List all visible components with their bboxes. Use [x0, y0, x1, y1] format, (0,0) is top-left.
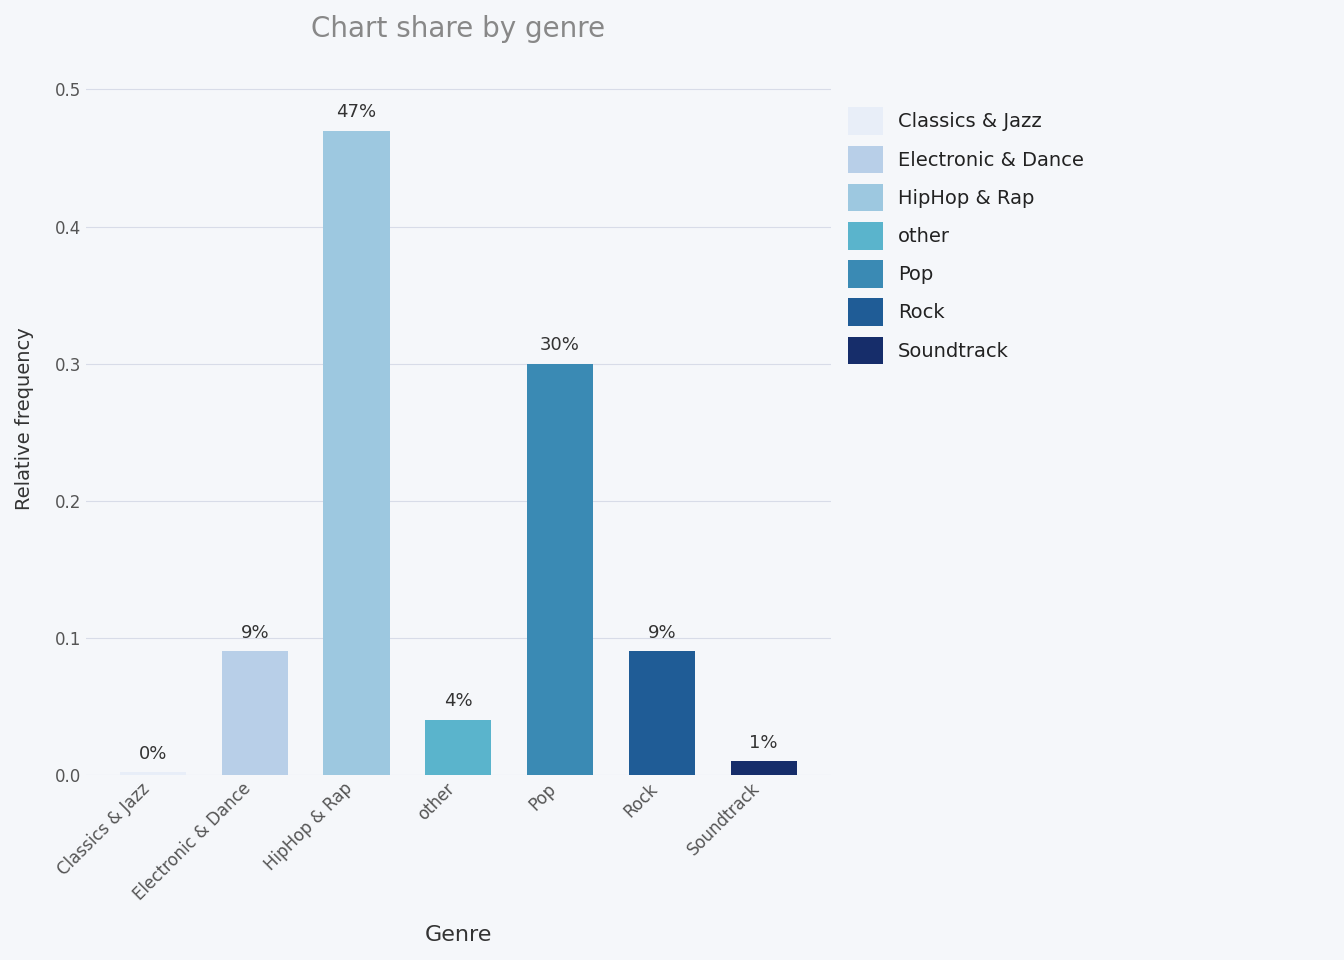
Bar	[324, 131, 390, 775]
Y-axis label: Relative frequency: Relative frequency	[15, 327, 34, 510]
Bar	[527, 364, 593, 775]
Text: 47%: 47%	[336, 103, 376, 121]
Text: 30%: 30%	[540, 336, 581, 354]
Title: Chart share by genre: Chart share by genre	[312, 15, 605, 43]
Bar	[222, 652, 288, 775]
Bar	[120, 772, 185, 775]
Text: 9%: 9%	[648, 624, 676, 642]
Bar	[731, 761, 797, 775]
X-axis label: Genre: Genre	[425, 925, 492, 945]
Bar	[425, 720, 492, 775]
Text: 9%: 9%	[241, 624, 269, 642]
Text: 4%: 4%	[444, 692, 473, 710]
Bar	[629, 652, 695, 775]
Text: 1%: 1%	[750, 733, 778, 752]
Legend: Classics & Jazz, Electronic & Dance, HipHop & Rap, other, Pop, Rock, Soundtrack: Classics & Jazz, Electronic & Dance, Hip…	[848, 108, 1085, 364]
Text: 0%: 0%	[138, 745, 167, 762]
